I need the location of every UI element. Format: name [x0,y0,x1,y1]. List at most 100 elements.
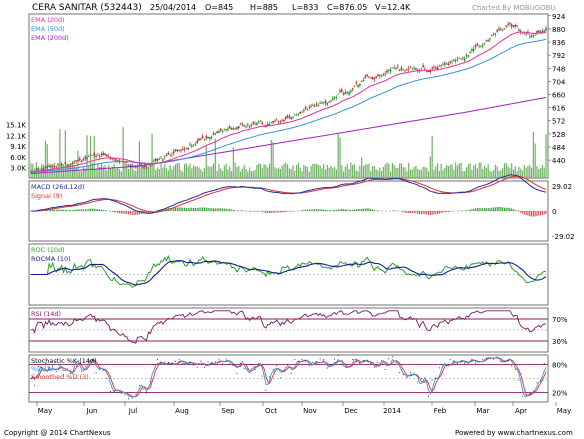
x-tick-label: Nov [303,407,317,415]
candle-body [225,129,227,130]
stochastic-k-dot [128,398,130,400]
candle-body [203,139,206,140]
candle-body [427,70,430,73]
candle-body [75,160,77,162]
stochastic-k-dot [160,362,162,364]
candle-body [71,162,74,164]
stochastic-k-dot [240,362,242,364]
stochastic-k-dot [424,381,426,383]
candle-body [115,159,117,162]
candle-body [127,165,130,167]
candle-body [312,105,314,106]
candle-body [48,165,50,168]
candle-body [494,33,497,35]
stochastic-k-dot [200,360,202,362]
stochastic-k-dot [272,369,274,371]
candle-body [196,140,199,143]
stochastic-k-dot [485,358,487,360]
candle-body [373,77,376,79]
candle-body [489,38,491,40]
candle-body [68,165,70,167]
candle-body [516,25,518,27]
quote-date: 25/04/2014 [150,3,196,12]
candle-body [391,67,394,69]
candle-body [519,30,522,32]
candle-body [129,165,132,167]
rocma-legend-item: ROCMA (10) [31,255,71,263]
stochastic-k-dot [428,395,430,397]
price-panel-frame [28,13,549,179]
candle-body [501,29,504,31]
stochastic-k-dot [395,362,397,364]
candle-body [248,126,251,128]
candle-body [512,25,515,28]
candle-body [234,128,236,130]
stochastic-k-dot [417,381,419,383]
candle-body [192,145,195,146]
stochastic-k-dot [540,379,542,381]
candle-body [389,69,392,72]
candle-body [272,120,274,123]
candle-body [397,66,399,67]
candle-body [449,61,452,63]
candle-body [299,111,302,114]
signal-legend-item: Signal (9) [31,192,62,200]
stochastic-k-dot [500,361,502,363]
candle-body [189,144,191,146]
volume-tick-label: 9.1K [10,143,26,151]
stochastic-k-dot [431,379,433,381]
candle-body [398,69,401,72]
candle-body [368,76,370,78]
stochastic-k-dot [507,359,509,361]
candle-body [169,154,171,156]
candle-body [256,122,258,125]
candle-body [456,58,459,60]
candle-body [183,149,186,151]
candle-body [525,34,527,35]
candle-body [297,114,300,115]
quote-close: C=876.05 [327,3,367,12]
candle-body [82,159,85,161]
stochastic-k-dot [420,377,422,379]
candle-body [545,28,547,31]
ema-20-line [31,31,547,172]
candle-body [46,166,49,168]
stochastic-k-dot [66,368,68,370]
candle-body [106,154,108,157]
candle-body [436,67,439,70]
candle-body [181,148,184,150]
candle-body [353,85,356,87]
stochastic-k-dot [55,370,57,372]
stochastic-k-dot [536,382,538,384]
candle-body [64,162,67,164]
macd-legend-item: MACD (26d,12d) [31,183,84,191]
stochastic-k-dot [330,364,332,366]
candle-body [66,164,68,166]
candle-body [218,131,220,133]
candle-body [472,48,475,51]
x-tick-label: May [557,407,571,415]
price-tick-label: 528 [552,131,565,139]
stochastic-k-dot [153,364,155,366]
volume-tick-label: 12.1K [6,132,27,140]
stochastic-k-dot [341,364,343,366]
stochastic-k-dot [261,375,263,377]
candle-body [530,35,533,38]
candle-body [232,128,235,130]
candle-body [172,151,175,154]
candle-body [180,150,182,151]
powered-by-text: Powered by www.chartnexus.com [455,429,573,437]
candle-body [236,127,238,130]
candle-body [321,103,323,104]
candle-body [30,171,32,173]
candle-body [44,167,47,168]
candle-body [324,101,327,104]
candle-body [158,159,161,160]
stochastic-k-dot [269,376,271,378]
candle-body [386,70,388,73]
candle-body [163,157,166,158]
candle-body [402,69,405,70]
candle-body [308,107,311,109]
candle-body [165,154,168,157]
stochastic-k-dot [214,361,216,363]
